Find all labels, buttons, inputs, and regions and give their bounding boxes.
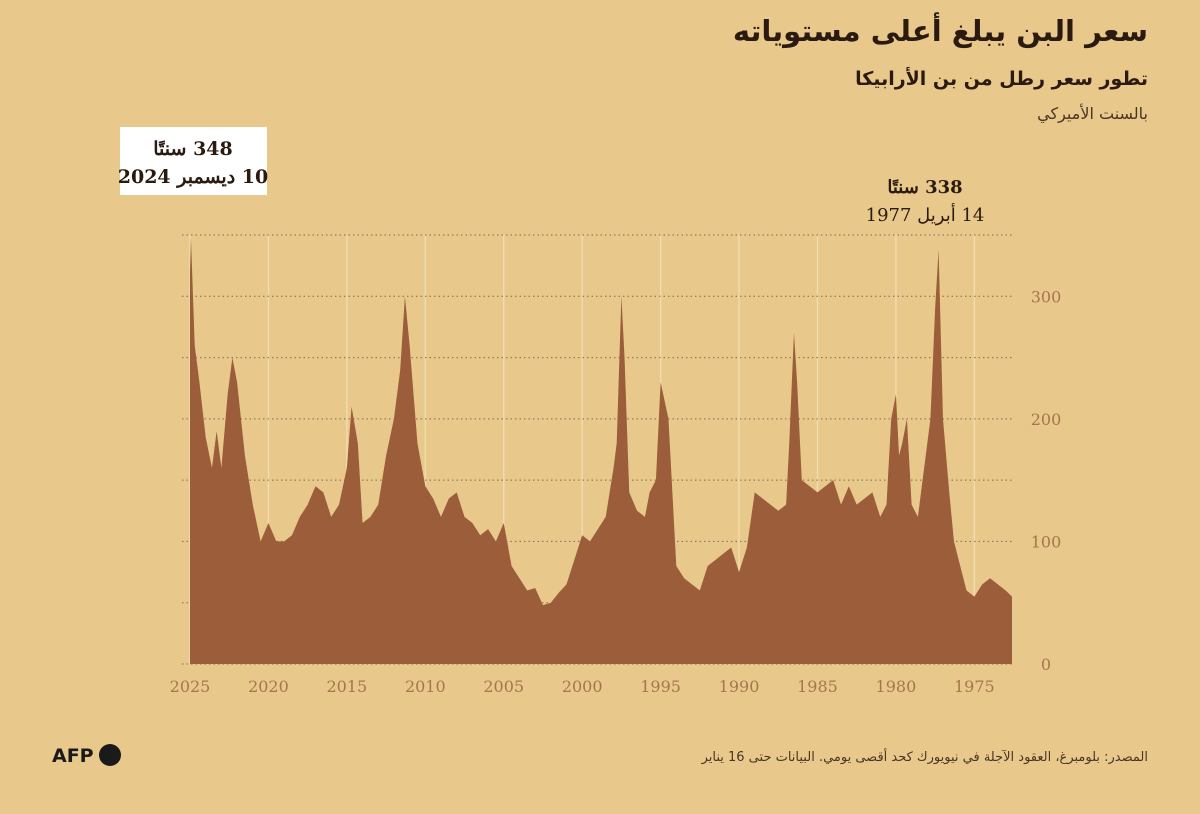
area — [190, 237, 1012, 665]
x-tick-label: 2000 — [562, 677, 603, 696]
logo: AFP — [52, 745, 94, 767]
unit-label: بالسنت الأميركي — [1037, 104, 1148, 123]
source: المصدر: بلومبرغ، العقود الآجلة في نيويور… — [701, 750, 1148, 765]
annotation-date: 10 ديسمبر 2024 — [118, 166, 268, 188]
annotation-value: 338 سنتًا — [887, 177, 962, 198]
x-tick-label: 2005 — [483, 677, 524, 696]
annotation-box — [120, 127, 267, 195]
subtitle: تطور سعر رطل من بن الأرابيكا — [855, 68, 1148, 90]
annotation-value: 348 سنتًا — [153, 138, 232, 160]
logo-dot — [99, 744, 121, 766]
x-tick-label: 1990 — [719, 677, 760, 696]
y-tick-label: 0 — [1041, 655, 1051, 674]
x-tick-label: 2015 — [327, 677, 368, 696]
annotation-date: 14 أبريل 1977 — [866, 203, 985, 226]
y-tick-label: 300 — [1031, 287, 1062, 306]
x-tick-label: 1975 — [954, 677, 995, 696]
y-tick-label: 100 — [1031, 532, 1062, 551]
title: سعر البن يبلغ أعلى مستوياته — [732, 14, 1148, 48]
x-tick-label: 2020 — [248, 677, 289, 696]
y-tick-label: 200 — [1031, 410, 1062, 429]
plot: 2025 2020 2015 2010 2005 2000 1995 1990 1985 1980… — [170, 234, 1062, 696]
x-tick-label: 1980 — [876, 677, 917, 696]
x-tick-label: 2010 — [405, 677, 446, 696]
x-tick-label: 1995 — [640, 677, 681, 696]
x-tick-label: 1985 — [797, 677, 838, 696]
x-tick-label: 2025 — [170, 677, 211, 696]
